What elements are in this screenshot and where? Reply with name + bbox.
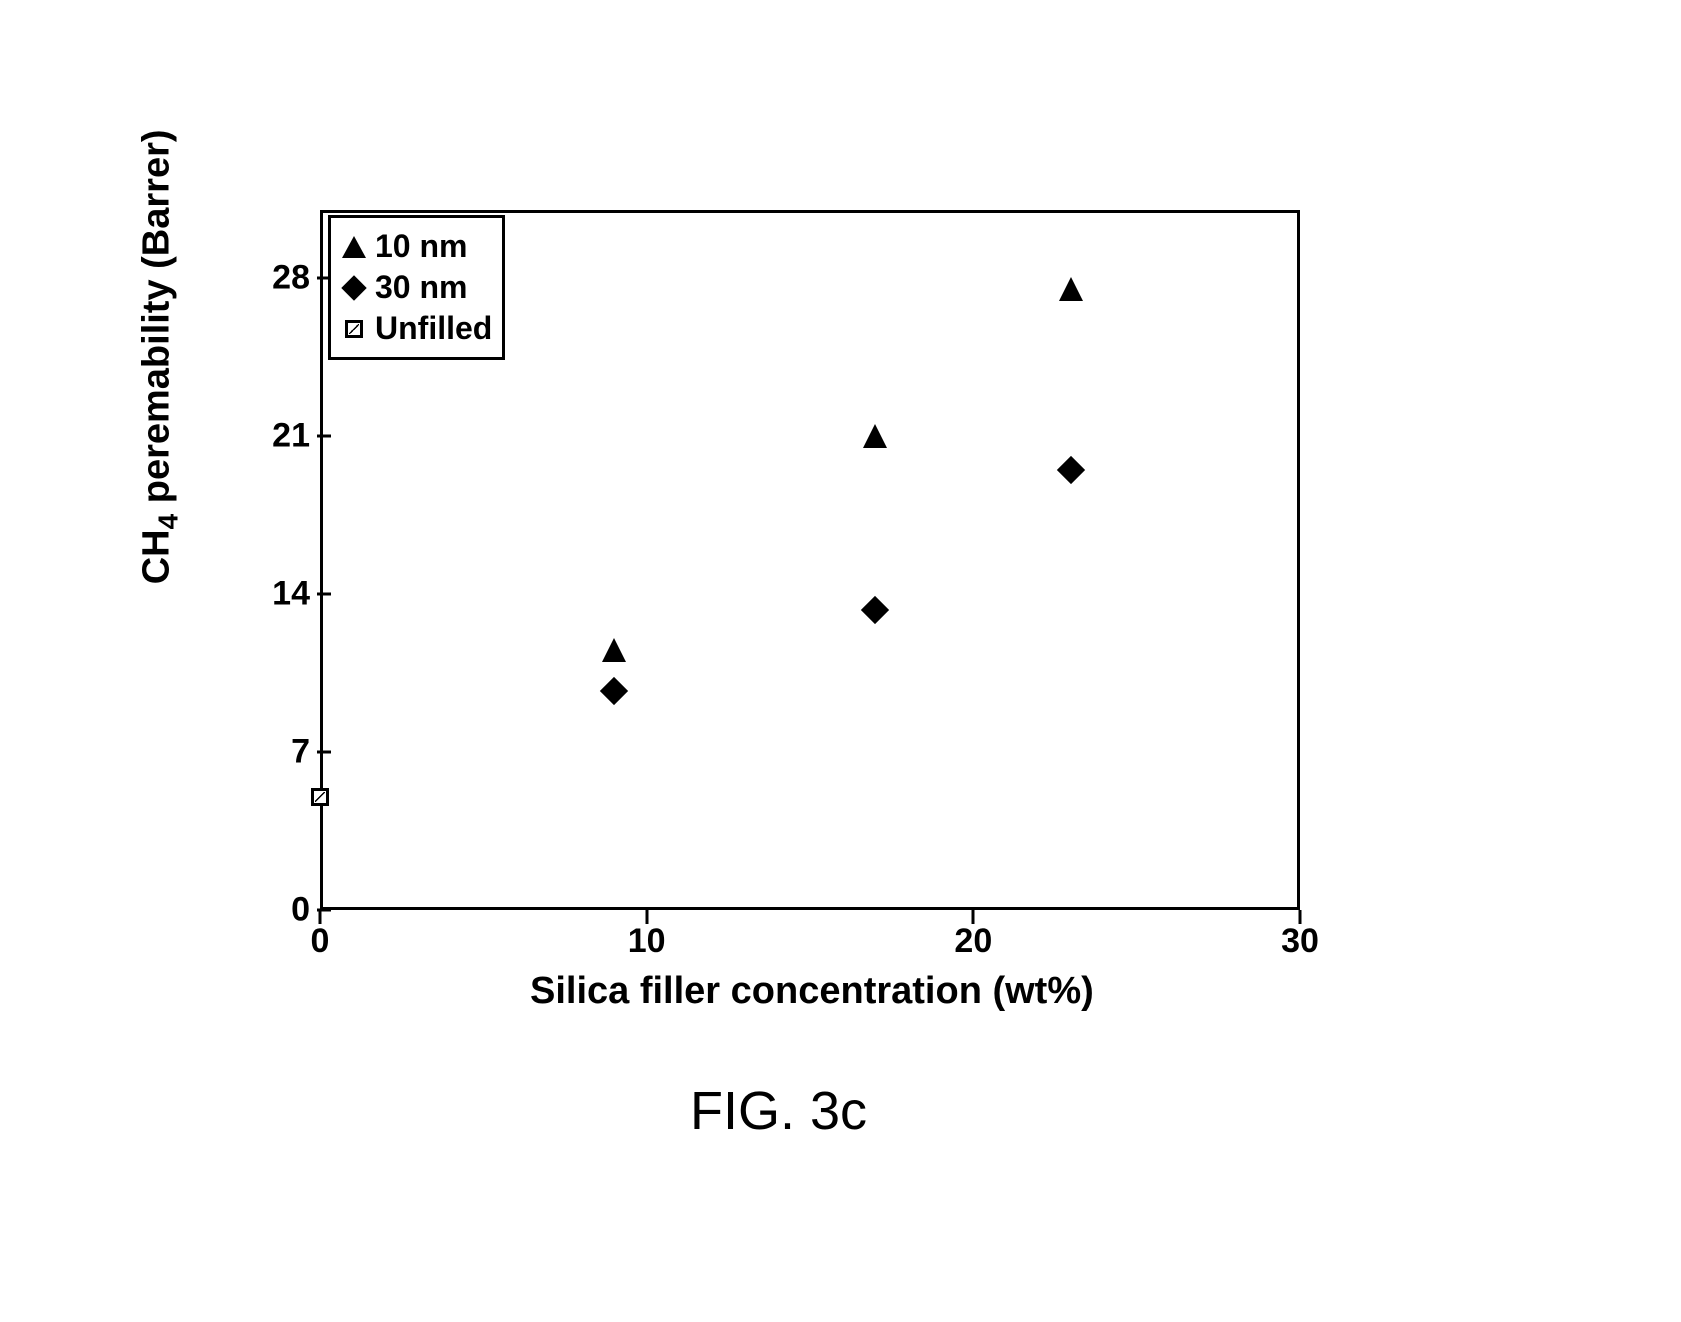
square-icon xyxy=(341,316,367,342)
ylabel-prefix: CH xyxy=(136,529,178,584)
legend-item-unfilled: Unfilled xyxy=(341,310,492,347)
ytick xyxy=(317,592,331,595)
legend-label: Unfilled xyxy=(375,310,492,347)
ytick-label: 7 xyxy=(250,732,310,771)
y-axis-label: CH4 peremability (Barrer) xyxy=(136,129,185,584)
chart-container: CH4 peremability (Barrer) Silica filler … xyxy=(180,180,1380,1080)
data-point-10-nm xyxy=(863,424,887,448)
triangle-icon xyxy=(341,234,367,260)
figure-caption: FIG. 3c xyxy=(690,1080,867,1142)
xtick-label: 30 xyxy=(1281,922,1319,961)
ytick-label: 21 xyxy=(250,416,310,455)
xtick-label: 10 xyxy=(628,922,666,961)
ytick-label: 28 xyxy=(250,258,310,297)
ylabel-suffix: peremability (Barrer) xyxy=(136,129,178,513)
ytick-label: 0 xyxy=(250,891,310,930)
data-point-30-nm xyxy=(1061,460,1081,480)
legend: 10 nm 30 nm Unfilled xyxy=(328,215,505,360)
ytick xyxy=(317,434,331,437)
diamond-icon xyxy=(341,275,367,301)
data-point-10-nm xyxy=(1059,277,1083,301)
legend-item-10nm: 10 nm xyxy=(341,228,492,265)
ytick xyxy=(317,750,331,753)
data-point-10-nm xyxy=(602,638,626,662)
xtick-label: 20 xyxy=(954,922,992,961)
x-axis-label: Silica filler concentration (wt%) xyxy=(530,970,1094,1013)
ylabel-sub: 4 xyxy=(152,514,183,530)
xtick-label: 0 xyxy=(311,922,330,961)
legend-label: 10 nm xyxy=(375,228,467,265)
data-point-Unfilled xyxy=(311,788,329,806)
ytick-label: 14 xyxy=(250,574,310,613)
legend-label: 30 nm xyxy=(375,269,467,306)
data-point-30-nm xyxy=(865,600,885,620)
data-point-30-nm xyxy=(604,681,624,701)
legend-item-30nm: 30 nm xyxy=(341,269,492,306)
